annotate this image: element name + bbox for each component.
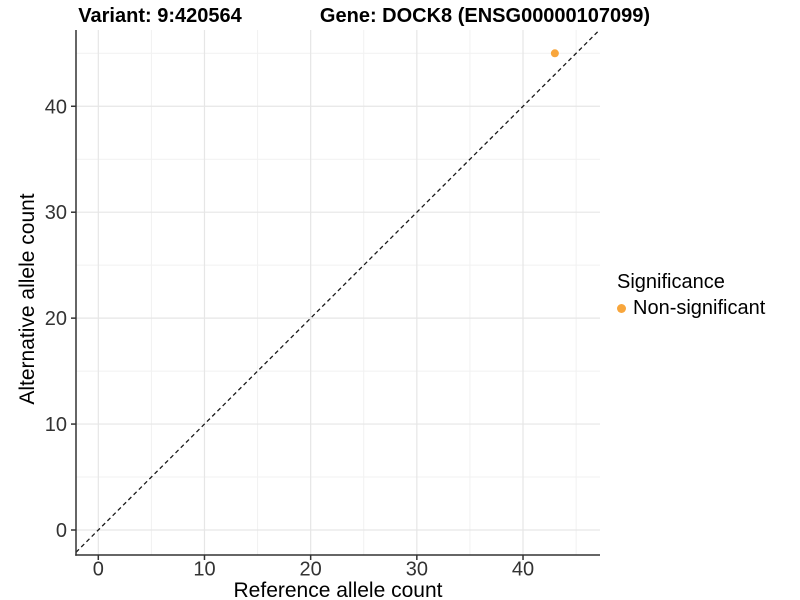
identity-dashed-line	[75, 29, 600, 553]
y-tick-label: 30	[45, 202, 67, 224]
x-axis-title: Reference allele count	[233, 579, 443, 600]
y-tick-label: 0	[56, 520, 67, 542]
legend-item-label: Non-significant	[633, 297, 766, 319]
plot-title-variant: Variant: 9:420564	[78, 5, 242, 27]
legend-title: Significance	[617, 271, 725, 293]
x-tick-label: 20	[300, 559, 322, 581]
x-tick-label: 0	[93, 559, 104, 581]
legend-point-icon	[617, 304, 626, 313]
y-tick-label: 20	[45, 308, 67, 330]
x-tick-label: 30	[406, 559, 428, 581]
x-tick-label: 10	[193, 559, 215, 581]
y-tick-label: 40	[45, 96, 67, 118]
x-tick-label: 40	[512, 559, 534, 581]
data-point	[550, 49, 559, 58]
legend: Significance Non-significant	[617, 271, 765, 320]
y-tick-label: 10	[45, 414, 67, 436]
y-axis-title: Alternative allele count	[16, 193, 39, 405]
legend-item-non-significant: Non-significant	[617, 297, 765, 320]
plot-title-gene: Gene: DOCK8 (ENSG00000107099)	[319, 5, 651, 27]
